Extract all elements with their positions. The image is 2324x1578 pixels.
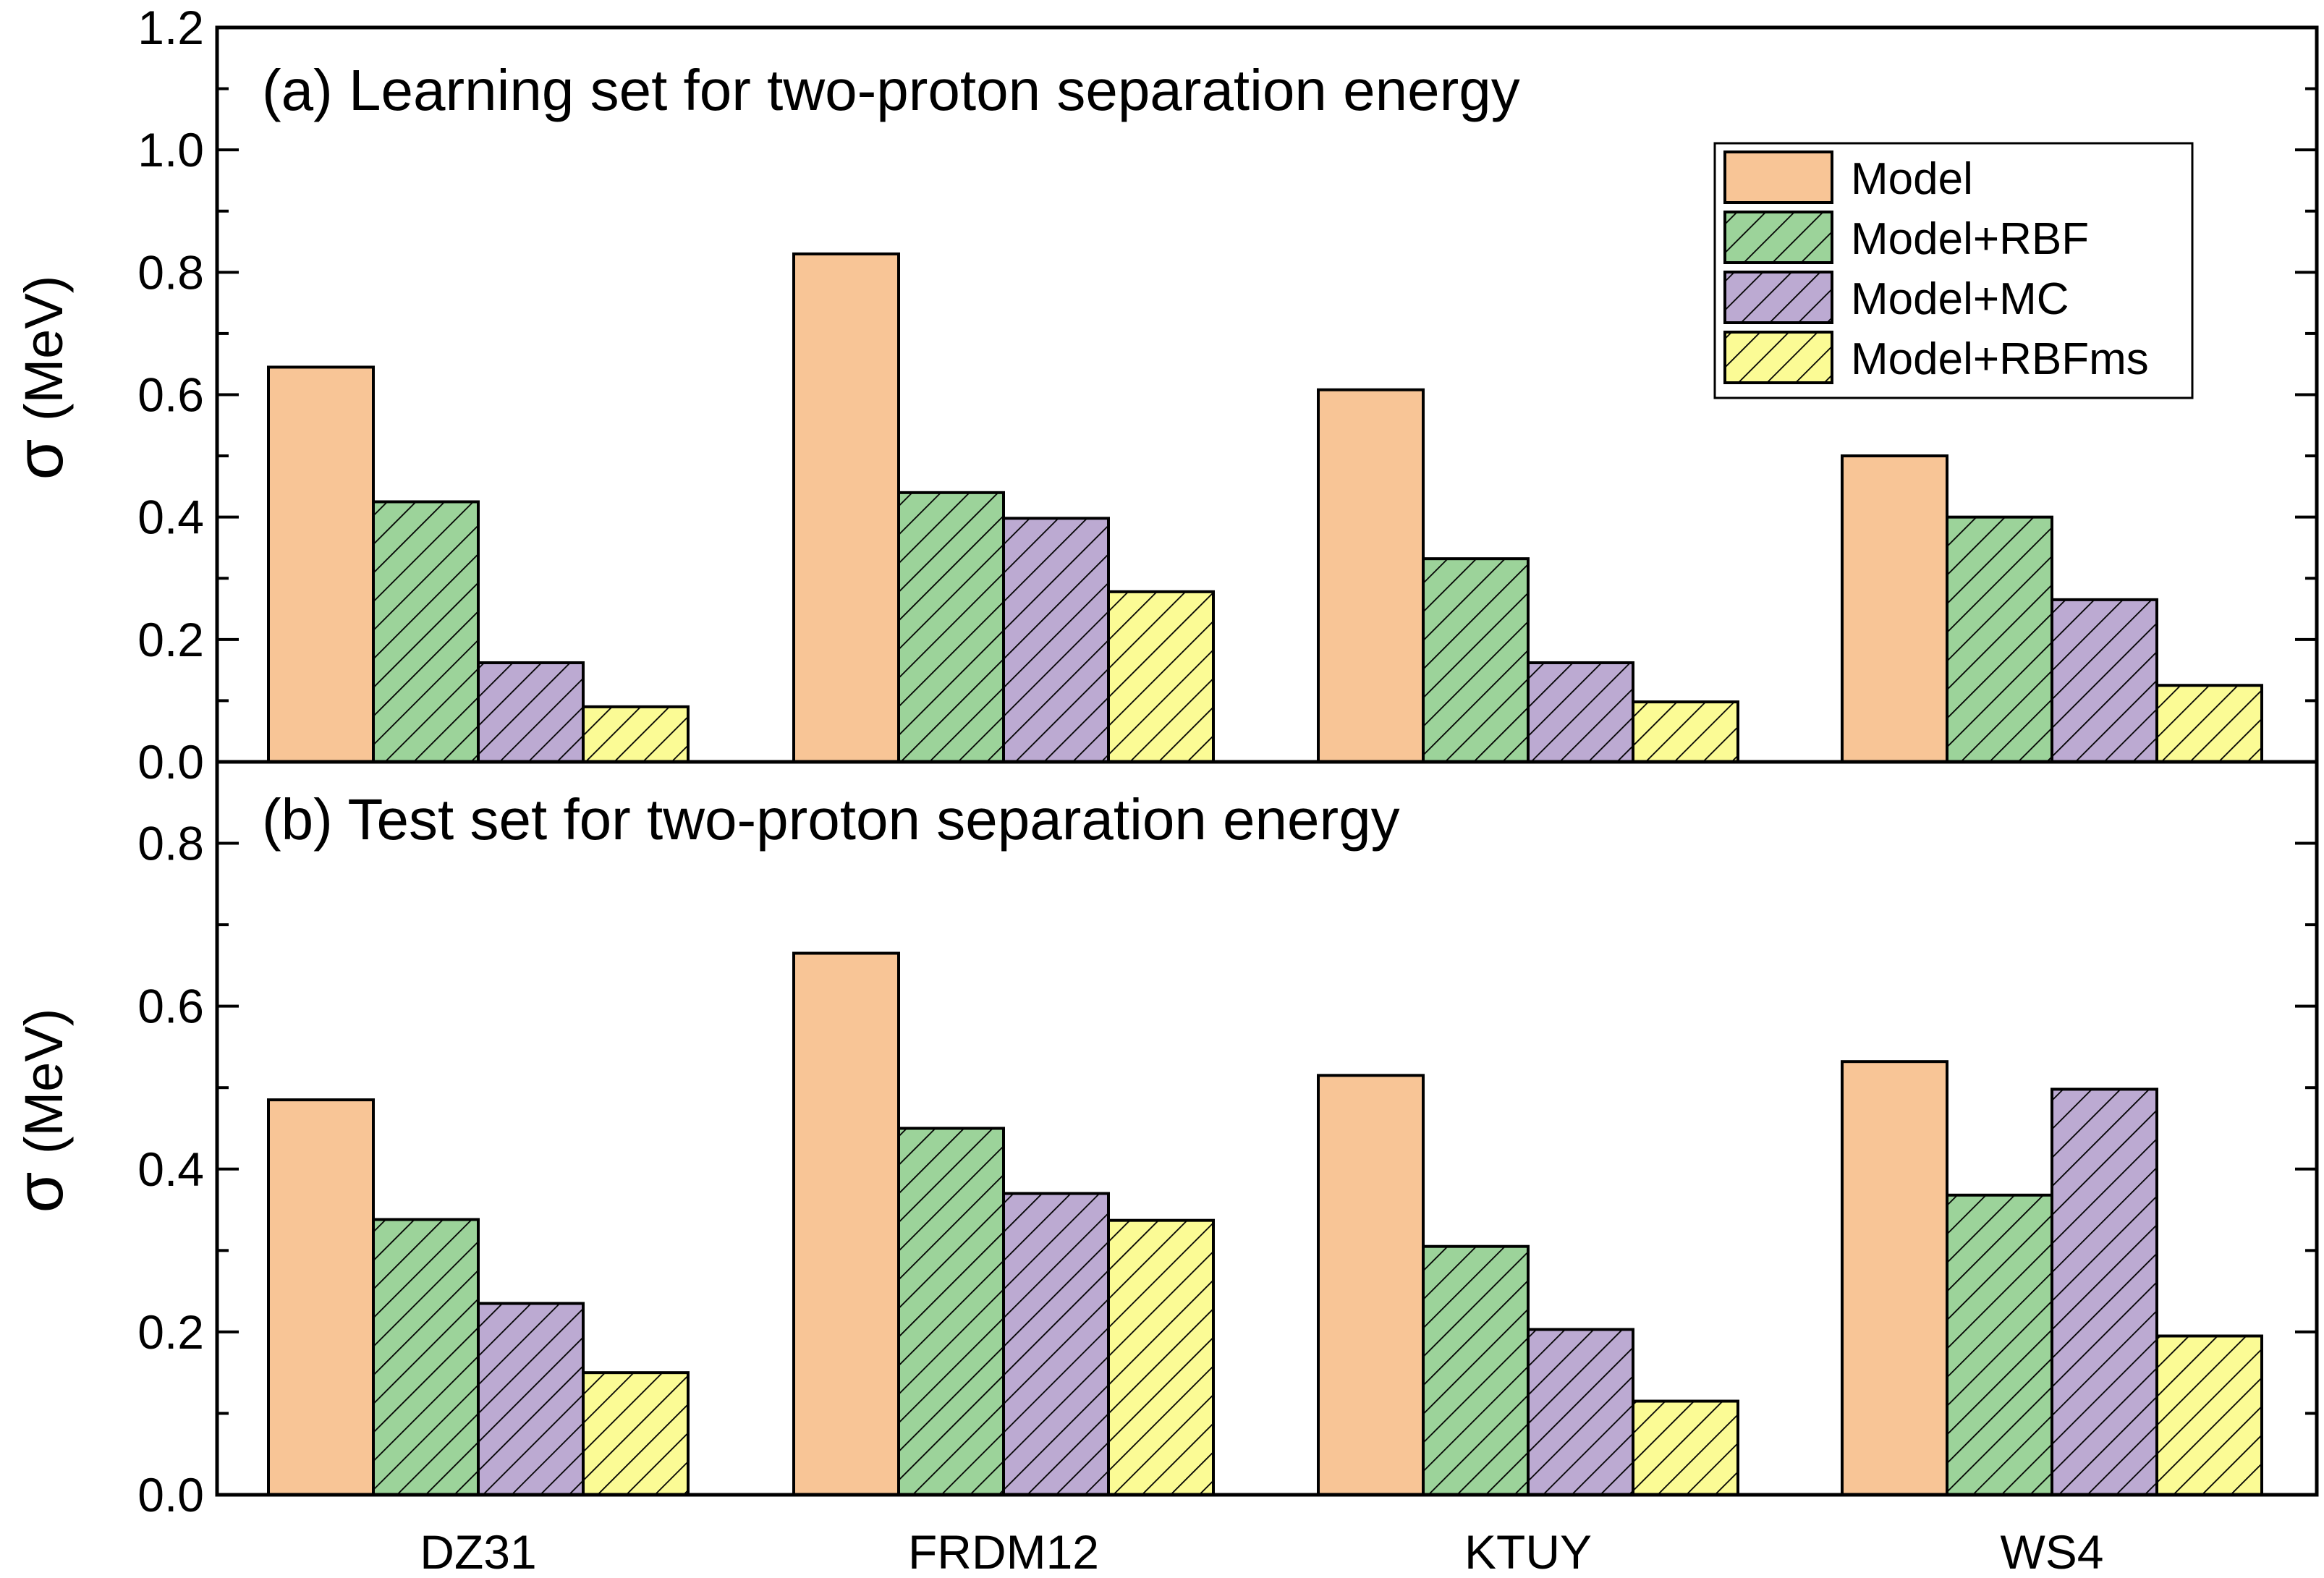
panel-b-bar-ws4-model <box>1842 1061 1947 1495</box>
panel-a-title: (a) Learning set for two-proton separati… <box>262 58 1520 122</box>
y-tick-label: 0.6 <box>137 368 204 422</box>
panel-b-title: (b) Test set for two-proton separation e… <box>262 787 1400 852</box>
panel-b-bar-dz31-model-plus-mc-hatch <box>478 1303 583 1495</box>
panel-b-unit-label: (MeV) <box>14 1009 74 1154</box>
panel-b-bar-frdm12-model-plus-mc-hatch <box>1004 1193 1108 1495</box>
svg-text:σ (MeV): σ (MeV) <box>3 276 77 480</box>
panel-b-bar-dz31-model-plus-rbf-hatch <box>373 1219 478 1495</box>
y-tick-label: 0.0 <box>137 735 204 789</box>
legend-swatch-hatch-2 <box>1725 272 1832 323</box>
panel-b-bar-ws4-model-plus-rbf-hatch <box>1947 1195 2052 1495</box>
panel-a-bar-ktuy-model-plus-rbfms-hatch <box>1633 702 1738 762</box>
x-tick-label-dz31: DZ31 <box>420 1525 536 1578</box>
panel-b-bar-ktuy-model-plus-rbfms-hatch <box>1633 1401 1738 1495</box>
panel-a-bar-ws4-model-plus-rbfms-hatch <box>2157 685 2262 762</box>
legend-frame <box>1713 142 2194 399</box>
y-tick-label: 0.4 <box>137 491 204 544</box>
x-tick-label-frdm12: FRDM12 <box>908 1525 1099 1578</box>
y-tick-label: 0.2 <box>137 613 204 666</box>
panel-a-bar-ktuy-model <box>1318 389 1423 762</box>
legend-swatch-outline-2 <box>1723 271 1833 324</box>
panel-b-bar-frdm12-model-plus-rbf-hatch <box>899 1128 1004 1495</box>
legend-swatch-outline-3 <box>1723 331 1833 384</box>
legend-swatch-outline-1 <box>1723 211 1833 264</box>
y-tick-label: 0.8 <box>137 245 204 299</box>
panel-a-bar-dz31-model-plus-rbf-hatch <box>373 501 478 762</box>
y-tick-label: 0.8 <box>137 817 204 870</box>
legend-label-1: Model+RBF <box>1851 214 2089 264</box>
panel-b-frame <box>215 760 2319 1497</box>
x-tick-label-ws4: WS4 <box>2000 1525 2103 1578</box>
panel-a-unit-label: (MeV) <box>14 276 74 421</box>
panel-a-bar-ws4-model-plus-rbf-hatch <box>1947 517 2052 762</box>
panel-b-test-set: 0.0 0.2 0.4 0.6 0.8 DZ31 FRDM12 KTUY WS4 <box>137 760 2319 1578</box>
panel-b-bar-frdm12-model-plus-rbfms-hatch <box>1108 1220 1213 1495</box>
y-tick-label: 0.0 <box>137 1468 204 1522</box>
panel-a-y-axis-label: σ (MeV) <box>3 276 77 480</box>
panel-a-sigma-symbol: σ <box>3 439 77 480</box>
panel-a-bar-ktuy-model-plus-mc-hatch <box>1528 662 1633 762</box>
legend-swatch-outline-0 <box>1723 150 1833 204</box>
y-tick-label: 0.4 <box>137 1142 204 1196</box>
legend-swatch-hatch-1 <box>1725 212 1832 263</box>
legend-label-2: Model+MC <box>1851 274 2069 324</box>
y-tick-label: 1.2 <box>137 1 204 54</box>
panel-a-bar-frdm12-model-plus-rbf-hatch <box>899 492 1004 762</box>
panel-a-bar-frdm12-model-plus-mc-hatch <box>1004 518 1108 762</box>
panel-a-bar-frdm12-model <box>794 253 899 762</box>
legend: Model Model+RBF Model+MC Model+RBFms <box>1713 142 2194 399</box>
panel-b-sigma-symbol: σ <box>3 1172 77 1213</box>
y-tick-label: 0.6 <box>137 980 204 1033</box>
panel-b-bar-dz31-model <box>268 1100 373 1495</box>
legend-label-0: Model <box>1851 154 1973 204</box>
panel-b-y-axis-label: σ (MeV) <box>3 1009 77 1213</box>
x-tick-label-ktuy: KTUY <box>1464 1525 1592 1578</box>
panel-b-bar-ws4-model-plus-rbfms-hatch <box>2157 1336 2262 1495</box>
panel-a-bar-dz31-model-plus-rbfms-hatch <box>583 706 688 762</box>
panel-a-bar-dz31-model-plus-mc-hatch <box>478 662 583 762</box>
legend-label-3: Model+RBFms <box>1851 334 2149 384</box>
panel-a-bar-dz31-model <box>268 367 373 762</box>
legend-swatch-hatch-3 <box>1725 332 1832 383</box>
svg-text:σ (MeV): σ (MeV) <box>3 1009 77 1213</box>
panel-b-bar-ktuy-model-plus-mc-hatch <box>1528 1329 1633 1495</box>
panel-a-bar-ws4-model-plus-mc-hatch <box>2052 599 2157 762</box>
panel-a-bar-frdm12-model-plus-rbfms-hatch <box>1108 591 1213 762</box>
panel-a-learning-set: 0.0 0.2 0.4 0.6 0.8 1.0 1.2 <box>137 1 2319 789</box>
panel-a-bar-ktuy-model-plus-rbf-hatch <box>1423 559 1528 762</box>
y-tick-label: 0.2 <box>137 1305 204 1359</box>
panel-b-bar-ktuy-model-plus-rbf-hatch <box>1423 1246 1528 1495</box>
y-tick-label: 1.0 <box>137 123 204 177</box>
panel-b-bar-ws4-model-plus-mc-hatch <box>2052 1089 2157 1495</box>
panel-b-bar-dz31-model-plus-rbfms-hatch <box>583 1373 688 1495</box>
panel-b-bar-frdm12-model <box>794 953 899 1495</box>
panel-a-bar-ws4-model <box>1842 456 1947 762</box>
legend-swatch-0 <box>1725 152 1832 203</box>
panel-b-bar-ktuy-model <box>1318 1075 1423 1495</box>
